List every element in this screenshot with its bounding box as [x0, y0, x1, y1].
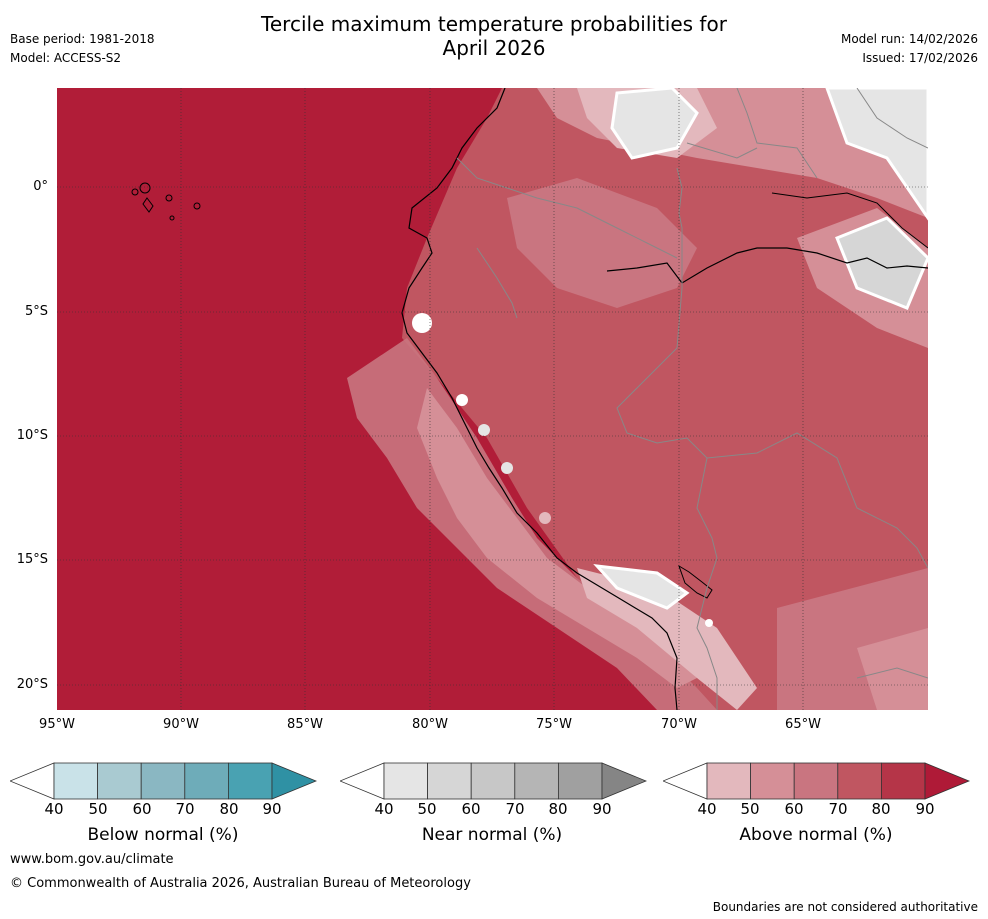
lake-titicaca — [678, 564, 713, 599]
tick: 40 — [697, 800, 717, 818]
coastal-spot-2 — [456, 394, 468, 406]
colorbar-swatch — [880, 762, 926, 800]
footer-disclaimer: Boundaries are not considered authoritat… — [712, 900, 978, 914]
colorbar-below-label: Below normal (%) — [87, 825, 239, 845]
colorbar-swatch — [557, 762, 603, 800]
colorbar-swatch — [383, 762, 428, 800]
colorbar-near-label: Near normal (%) — [421, 825, 563, 845]
lon-label-75w: 75°W — [536, 717, 572, 732]
colorbar-swatch — [184, 762, 229, 800]
coastal-spot-3 — [478, 424, 490, 436]
colorbar-swatch — [793, 762, 839, 800]
colorbar-extend-high — [601, 762, 647, 800]
probability-map — [57, 88, 928, 710]
title-line-1: Tercile maximum temperature probabilitie… — [261, 12, 727, 36]
country-borders — [456, 88, 928, 710]
galapagos-islands — [131, 182, 201, 221]
colorbar-above — [663, 762, 970, 800]
colorbar-swatch — [514, 762, 559, 800]
lat-label-5s: 5°S — [24, 304, 48, 319]
colorbar-swatch — [706, 762, 751, 800]
colorbar-near — [340, 762, 647, 800]
coastal-band-50 — [417, 388, 697, 688]
colorbar-above-label: Above normal (%) — [739, 825, 893, 845]
tick: 80 — [548, 800, 568, 818]
colorbar-extend-low — [663, 762, 708, 800]
south-america-coastline — [401, 88, 678, 710]
page-title: Tercile maximum temperature probabilitie… — [0, 12, 988, 60]
base-period-text: Base period: 1981-2018 — [10, 32, 155, 46]
tick: 60 — [784, 800, 804, 818]
near-normal-north — [610, 88, 699, 160]
amazon-river — [606, 247, 928, 284]
tick: 60 — [132, 800, 152, 818]
lon-label-90w: 90°W — [163, 717, 199, 732]
title-line-2: April 2026 — [442, 36, 546, 60]
tick: 90 — [915, 800, 935, 818]
colorbar-extend-high — [271, 762, 317, 800]
tick: 50 — [740, 800, 760, 818]
near-normal-east — [835, 216, 928, 310]
colorbar-swatch — [227, 762, 273, 800]
colorbar-swatch — [750, 762, 795, 800]
tick: 80 — [871, 800, 891, 818]
tick: 70 — [175, 800, 195, 818]
lat-label-20s: 20°S — [16, 677, 48, 692]
coastal-spot-5 — [539, 512, 551, 524]
near-normal-northeast — [825, 88, 928, 221]
colorbar-extend-low — [340, 762, 385, 800]
lon-label-85w: 85°W — [287, 717, 323, 732]
interior-region-60 — [507, 178, 697, 308]
model-text: Model: ACCESS-S2 — [10, 51, 122, 65]
lon-label-95w: 95°W — [39, 717, 75, 732]
tick: 40 — [44, 800, 64, 818]
lon-label-80w: 80°W — [412, 717, 448, 732]
tick: 70 — [828, 800, 848, 818]
model-run-text: Model run: 14/02/2026 — [840, 32, 978, 46]
colorbar-below — [10, 762, 317, 800]
tick: 90 — [262, 800, 282, 818]
graticule — [57, 88, 928, 710]
tick: 40 — [374, 800, 394, 818]
lat-label-10s: 10°S — [16, 428, 48, 443]
tick: 90 — [592, 800, 612, 818]
lon-label-70w: 70°W — [661, 717, 697, 732]
colorbar-extend-high — [924, 762, 970, 800]
near-normal-south — [593, 564, 690, 610]
tick: 50 — [88, 800, 108, 818]
colorbar-swatch — [427, 762, 472, 800]
tick: 50 — [417, 800, 437, 818]
lat-label-15s: 15°S — [16, 552, 48, 567]
tick: 80 — [219, 800, 239, 818]
south-region-40 — [577, 568, 757, 710]
lat-label-0: 0° — [33, 179, 48, 194]
lon-label-65w: 65°W — [785, 717, 821, 732]
colorbar-swatch — [97, 762, 142, 800]
colorbar-swatch — [470, 762, 516, 800]
coastal-spot-6 — [705, 619, 713, 627]
colorbar-swatch — [837, 762, 882, 800]
colorbar-swatch — [140, 762, 186, 800]
amazon-tributary — [771, 192, 928, 249]
tick: 70 — [505, 800, 525, 818]
colorbar-extend-low — [10, 762, 55, 800]
coastal-spot-1 — [412, 313, 432, 333]
issued-text: Issued: 17/02/2026 — [862, 51, 978, 65]
footer-copyright: © Commonwealth of Australia 2026, Austra… — [10, 876, 471, 891]
footer-url[interactable]: www.bom.gov.au/climate — [10, 852, 174, 867]
colorbar-swatch — [53, 762, 98, 800]
coastal-spot-4 — [501, 462, 513, 474]
tick: 60 — [461, 800, 481, 818]
